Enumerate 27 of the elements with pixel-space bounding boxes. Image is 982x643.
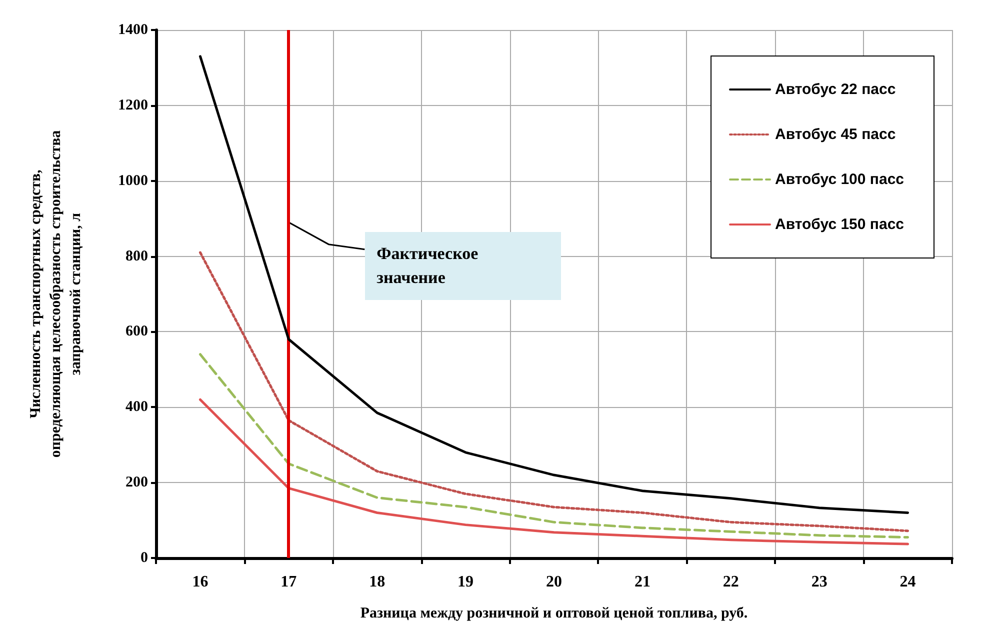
x-tick-label: 16 <box>192 574 208 590</box>
x-tick-label: 20 <box>546 574 562 590</box>
x-tick-label: 22 <box>722 574 739 590</box>
x-tick-label: 18 <box>369 574 386 590</box>
line-series <box>198 353 910 539</box>
y-tick-label: 1200 <box>118 97 148 114</box>
legend-label: Автобус 22 пасс <box>775 81 896 98</box>
y-tick-label: 0 <box>140 550 148 566</box>
x-tick-label: 24 <box>900 574 916 590</box>
legend-label: Автобус 150 пасс <box>775 216 904 233</box>
x-tick-label: 21 <box>634 574 650 590</box>
x-tick-label: 23 <box>811 574 828 590</box>
y-tick-label: 800 <box>126 248 148 264</box>
legend-label: Автобус 100 пасс <box>775 171 904 188</box>
y-tick-label: 1000 <box>118 172 148 189</box>
legend-label: Автобус 45 пасс <box>775 126 896 143</box>
y-tick-label: 600 <box>126 324 148 340</box>
x-tick-label: 17 <box>280 574 297 590</box>
line-series <box>198 398 910 546</box>
line-series <box>198 55 910 514</box>
y-axis-title: Численность транспортных средств, определяющая целесообразность строительства заправочной станции, л <box>28 130 84 458</box>
y-tick-label: 400 <box>126 399 148 416</box>
x-tick-label: 19 <box>458 574 474 590</box>
x-axis-title: Разница между розничной и оптовой ценой топлива, руб. <box>360 606 748 622</box>
y-tick-label: 200 <box>126 474 148 491</box>
y-tick-label: 1400 <box>118 22 148 38</box>
callout-box: Фактическое значение <box>364 232 561 300</box>
